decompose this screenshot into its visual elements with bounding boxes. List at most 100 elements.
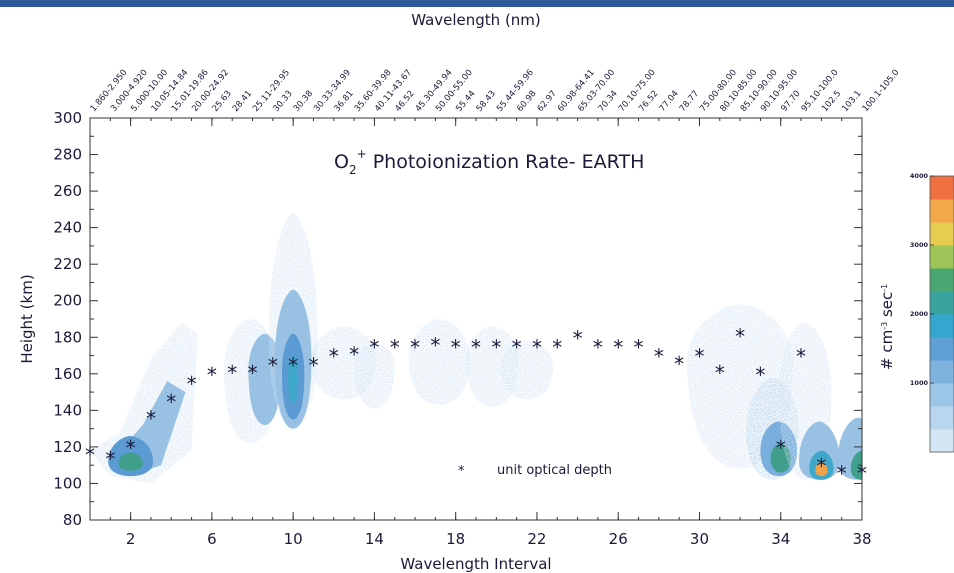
x-tick-label: 34 bbox=[771, 530, 790, 548]
contour-region bbox=[408, 319, 470, 405]
colorbar-label: # cm-3 sec-1 bbox=[878, 284, 896, 370]
optical-depth-point: * bbox=[85, 443, 95, 467]
optical-depth-point: * bbox=[308, 354, 318, 378]
colorbar-tick-label: 1000 bbox=[910, 379, 929, 387]
y-tick-label: 260 bbox=[53, 182, 82, 200]
y-tick-label: 100 bbox=[53, 474, 82, 492]
y-tick-label: 120 bbox=[53, 438, 82, 456]
y-tick-label: 240 bbox=[53, 219, 82, 237]
colorbar-swatch bbox=[930, 406, 954, 430]
top-wavelength-labels: 1.860-2.9503.000-4.9205.000-10.0010.05-1… bbox=[89, 68, 902, 114]
rate-contours bbox=[90, 213, 862, 484]
optical-depth-point: * bbox=[694, 345, 704, 369]
x-tick-labels: 2 6 10 14 18 22 26 30 34 38 bbox=[126, 530, 872, 548]
optical-depth-point: * bbox=[248, 361, 258, 385]
colorbar-swatch bbox=[930, 245, 954, 269]
optical-depth-point: * bbox=[857, 461, 867, 485]
legend-text: unit optical depth bbox=[497, 463, 612, 478]
x-tick-label: 14 bbox=[365, 530, 384, 548]
optical-depth-point: * bbox=[187, 372, 197, 396]
colorbar-swatch bbox=[930, 337, 954, 361]
optical-depth-point: * bbox=[674, 352, 684, 376]
x-tick-label: 6 bbox=[207, 530, 217, 548]
colorbar-swatch bbox=[930, 176, 954, 200]
colorbar: 1000 2000 3000 4000 bbox=[910, 172, 954, 453]
y-tick-label: 80 bbox=[63, 511, 82, 529]
optical-depth-point: * bbox=[715, 361, 725, 385]
top-wavelength-label: 58.43 bbox=[475, 89, 498, 114]
optical-depth-point: * bbox=[349, 343, 359, 367]
x-tick-label: 2 bbox=[126, 530, 136, 548]
colorbar-swatch bbox=[930, 291, 954, 315]
y-tick-label: 160 bbox=[53, 365, 82, 383]
colorbar-tick-label: 3000 bbox=[910, 241, 929, 249]
top-wavelength-label: 28.41 bbox=[231, 89, 254, 114]
optical-depth-point: * bbox=[491, 335, 501, 359]
optical-depth-point: * bbox=[755, 363, 765, 387]
contour-region bbox=[354, 342, 395, 409]
y-tick-label: 140 bbox=[53, 401, 82, 419]
contour-region bbox=[500, 340, 554, 400]
optical-depth-point: * bbox=[654, 345, 664, 369]
optical-depth-point: * bbox=[735, 324, 745, 348]
colorbar-swatch bbox=[930, 360, 954, 384]
colorbar-swatch bbox=[930, 268, 954, 292]
optical-depth-point: * bbox=[105, 447, 115, 471]
colorbar-tick-label: 2000 bbox=[910, 310, 929, 318]
top-wavelength-label: 62.97 bbox=[536, 89, 559, 114]
colorbar-swatch bbox=[930, 429, 954, 453]
optical-depth-point: * bbox=[369, 335, 379, 359]
contour-core bbox=[288, 355, 299, 404]
optical-depth-point: * bbox=[390, 335, 400, 359]
optical-depth-point: * bbox=[613, 335, 623, 359]
legend-star: * bbox=[458, 464, 465, 479]
contour-core bbox=[850, 450, 862, 480]
unit-optical-depth-markers: * * * * * * * * * * * * * * * * * * * * * * * * * * * * * * * * * * * * * * * bbox=[85, 324, 867, 485]
optical-depth-point: * bbox=[593, 335, 603, 359]
x-axis-title: Wavelength Interval bbox=[400, 555, 551, 573]
x-tick-label: 10 bbox=[284, 530, 303, 548]
top-frame-bar bbox=[0, 0, 954, 7]
optical-depth-point: * bbox=[634, 335, 644, 359]
top-wavelength-label: 103.1 bbox=[840, 89, 863, 114]
axis-ticks bbox=[89, 117, 863, 521]
chart-title: O2+ Photoionization Rate- EARTH bbox=[334, 147, 644, 177]
y-tick-label: 220 bbox=[53, 255, 82, 273]
optical-depth-point: * bbox=[776, 436, 786, 460]
optical-depth-point: * bbox=[126, 436, 136, 460]
optical-depth-point: * bbox=[532, 335, 542, 359]
optical-depth-point: * bbox=[329, 345, 339, 369]
x-tick-label: 26 bbox=[609, 530, 628, 548]
optical-depth-point: * bbox=[573, 326, 583, 350]
top-wavelength-label: 77.04 bbox=[657, 89, 680, 114]
top-wavelength-label: 100.1-105.0 bbox=[861, 68, 902, 114]
optical-depth-point: * bbox=[451, 335, 461, 359]
optical-depth-point: * bbox=[816, 454, 826, 478]
y-tick-labels: 80 100 120 140 160 180 200 220 240 260 280 300 bbox=[53, 109, 82, 529]
optical-depth-point: * bbox=[227, 361, 237, 385]
top-wavelength-label: 78.77 bbox=[678, 89, 701, 114]
colorbar-swatch bbox=[930, 383, 954, 407]
y-tick-label: 180 bbox=[53, 328, 82, 346]
optical-depth-point: * bbox=[288, 354, 298, 378]
optical-depth-point: * bbox=[552, 335, 562, 359]
optical-depth-point: * bbox=[410, 335, 420, 359]
y-tick-label: 200 bbox=[53, 292, 82, 310]
optical-depth-point: * bbox=[471, 335, 481, 359]
optical-depth-point: * bbox=[207, 363, 217, 387]
colorbar-tick-label: 4000 bbox=[910, 172, 929, 180]
contour-core bbox=[118, 452, 143, 471]
colorbar-swatch bbox=[930, 222, 954, 246]
optical-depth-point: * bbox=[796, 345, 806, 369]
y-axis-title: Height (km) bbox=[18, 274, 36, 363]
colorbar-swatch bbox=[930, 314, 954, 338]
optical-depth-point: * bbox=[166, 390, 176, 414]
optical-depth-point: * bbox=[837, 461, 847, 485]
contour-core bbox=[815, 461, 828, 477]
top-wavelength-label: 30.38 bbox=[292, 89, 315, 114]
top-axis-title: Wavelength (nm) bbox=[411, 11, 541, 29]
x-tick-label: 22 bbox=[527, 530, 546, 548]
y-tick-label: 280 bbox=[53, 146, 82, 164]
optical-depth-point: * bbox=[268, 354, 278, 378]
